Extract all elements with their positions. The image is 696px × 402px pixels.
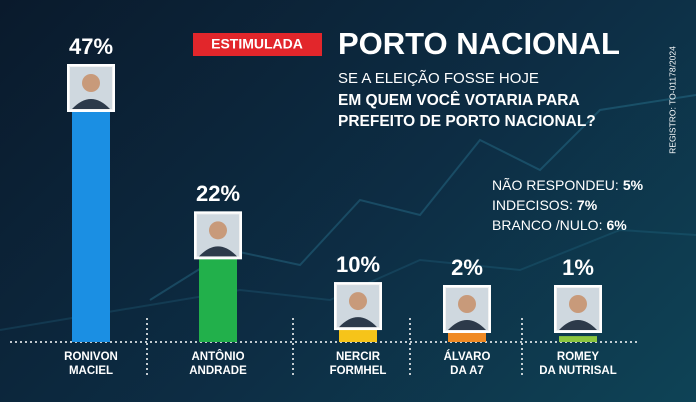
other-value: 6% bbox=[606, 217, 627, 233]
photo-head bbox=[458, 295, 476, 313]
other-label: INDECISOS: bbox=[492, 197, 573, 213]
other-value: 7% bbox=[577, 197, 598, 213]
photo-body bbox=[559, 320, 597, 330]
value-label: 10% bbox=[336, 252, 380, 277]
photo-body bbox=[199, 246, 237, 257]
badge-bg bbox=[193, 33, 322, 56]
candidate-photo bbox=[554, 285, 602, 333]
value-label: 22% bbox=[196, 181, 240, 206]
category-label: ROMEY DA NUTRISAL bbox=[539, 351, 617, 377]
category-label: ANTÔNIO ANDRADE bbox=[189, 351, 247, 377]
other-answer: INDECISOS: 7% bbox=[492, 197, 598, 213]
question: PREFEITO DE PORTO NACIONAL? bbox=[338, 113, 596, 130]
bar bbox=[559, 336, 597, 342]
other-value: 5% bbox=[623, 177, 644, 193]
other-answer: BRANCO /NULO: 6% bbox=[492, 217, 627, 233]
photo-head bbox=[569, 295, 587, 313]
other-label: NÃO RESPONDEU: bbox=[492, 177, 619, 193]
photo-body bbox=[339, 317, 377, 328]
subtitle: SE A ELEIÇÃO FOSSE HOJE bbox=[338, 70, 539, 87]
value-label: 1% bbox=[562, 255, 594, 280]
candidate-photo bbox=[194, 211, 242, 260]
photo-body bbox=[72, 99, 110, 109]
category-label: RONIVON MACIEL bbox=[64, 351, 118, 377]
bar bbox=[448, 330, 486, 342]
photo-head bbox=[82, 74, 100, 92]
candidate-photo bbox=[443, 285, 491, 333]
category-label: NERCIR FORMHEL bbox=[329, 351, 387, 377]
value-label: 2% bbox=[451, 255, 483, 280]
chart-title: PORTO NACIONAL bbox=[338, 26, 620, 61]
other-answer: NÃO RESPONDEU: 5% bbox=[492, 177, 644, 193]
registry: REGISTRO: TO-01178/2024 bbox=[667, 46, 677, 154]
candidate-photo bbox=[67, 64, 115, 112]
question: EM QUEM VOCÊ VOTARIA PARA bbox=[338, 91, 580, 109]
badge: ESTIMULADA bbox=[211, 36, 303, 52]
background-decoration bbox=[0, 94, 696, 331]
category-label: ÁLVARO DA A7 bbox=[443, 351, 491, 377]
candidate-photo bbox=[334, 282, 382, 331]
value-label: 47% bbox=[69, 34, 113, 59]
photo-head bbox=[209, 221, 227, 240]
photo-head bbox=[349, 292, 367, 311]
photo-body bbox=[448, 320, 486, 330]
other-label: BRANCO /NULO: bbox=[492, 217, 602, 233]
